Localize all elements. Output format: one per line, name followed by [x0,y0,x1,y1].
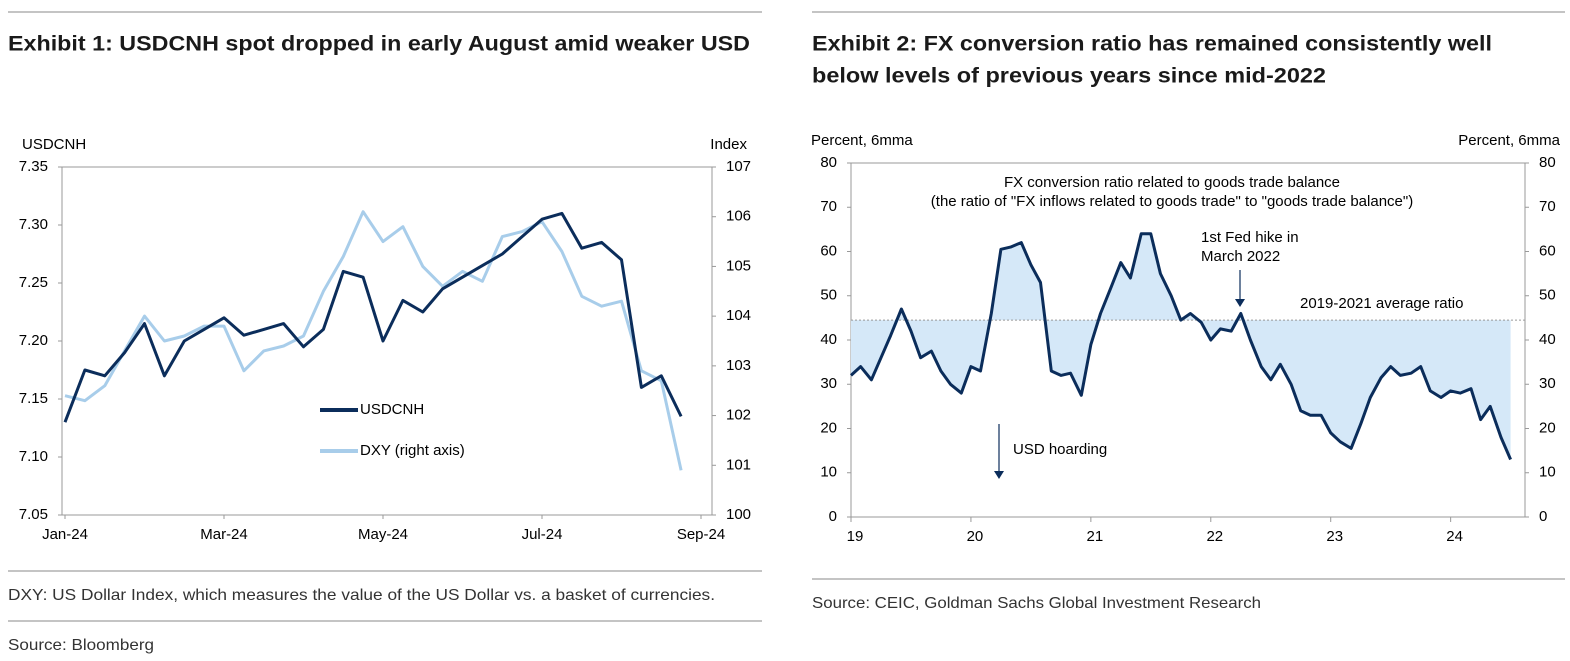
y-tick-label: 7.05 [19,506,48,523]
y2-tick-label: 0 [1539,508,1547,525]
y-tick-label: 50 [820,287,837,304]
x-tick-label: Jul-24 [522,526,563,543]
y2-tick-label: 103 [726,357,751,374]
y-tick-label: 7.15 [19,390,48,407]
y-axis-label: Percent, 6mma [811,132,913,149]
series-line [63,211,683,423]
annotation: USD hoarding [1013,441,1107,458]
y-tick-label: 40 [820,331,837,348]
y-axis-label: USDCNH [22,136,86,153]
x-tick-label: May-24 [358,526,408,543]
average-label: 2019-2021 average ratio [1300,295,1463,312]
y2-tick-label: 40 [1539,331,1556,348]
x-tick-label: Mar-24 [200,526,248,543]
legend-label: USDCNH [360,401,424,418]
source: Source: CEIC, Goldman Sachs Global Inves… [812,595,1261,612]
y2-tick-label: 30 [1539,375,1556,392]
y-tick-label: 80 [820,154,837,171]
plot-frame [61,166,713,516]
y2-tick-label: 106 [726,208,751,225]
y2-tick-label: 105 [726,257,751,274]
series-line [849,232,1512,461]
y-tick-label: 20 [820,419,837,436]
y2-tick-label: 104 [726,307,751,324]
annotation: March 2022 [1201,248,1280,265]
x-tick-label: 24 [1446,528,1463,545]
y2-tick-label: 50 [1539,287,1556,304]
y-tick-label: 7.10 [19,448,48,465]
y2-axis-label: Index [710,136,747,153]
y-tick-label: 30 [820,375,837,392]
y2-tick-label: 101 [726,456,751,473]
chart-title: Exhibit 2: FX conversion ratio has remai… [812,33,1492,56]
y2-axis-label: Percent, 6mma [1458,132,1560,149]
y-tick-label: 60 [820,242,837,259]
y-tick-label: 70 [820,198,837,215]
x-tick-label: 22 [1206,528,1223,545]
note: DXY: US Dollar Index, which measures the… [8,587,715,604]
series-line [64,210,683,471]
y-tick-label: 7.20 [19,332,48,349]
y2-tick-label: 102 [726,407,751,424]
chart-title: Exhibit 1: USDCNH spot dropped in early … [8,33,750,56]
annotation: 1st Fed hike in [1201,229,1299,246]
arrow-head [994,471,1004,479]
y2-tick-label: 60 [1539,242,1556,259]
legend-label: DXY (right axis) [360,442,465,459]
average-shade [851,233,1511,460]
x-tick-label: 21 [1087,528,1104,545]
y-tick-label: 10 [820,464,837,481]
y-tick-label: 7.25 [19,274,48,291]
y2-tick-label: 80 [1539,154,1556,171]
y2-tick-label: 107 [726,158,751,175]
x-tick-label: Jan-24 [42,526,88,543]
y-tick-label: 7.30 [19,216,48,233]
y2-tick-label: 100 [726,506,751,523]
y2-tick-label: 10 [1539,464,1556,481]
y-tick-label: 0 [829,508,837,525]
x-tick-label: 20 [967,528,984,545]
chart-title: below levels of previous years since mid… [812,65,1326,88]
arrow-head [1235,299,1245,307]
x-tick-label: Sep-24 [677,526,725,543]
x-tick-label: 19 [847,528,864,545]
y-tick-label: 7.35 [19,158,48,175]
source: Source: Bloomberg [8,637,154,654]
x-tick-label: 23 [1326,528,1343,545]
y2-tick-label: 20 [1539,419,1556,436]
annotation: FX conversion ratio related to goods tra… [1004,174,1340,191]
y2-tick-label: 70 [1539,198,1556,215]
annotation: (the ratio of "FX inflows related to goo… [931,193,1413,210]
